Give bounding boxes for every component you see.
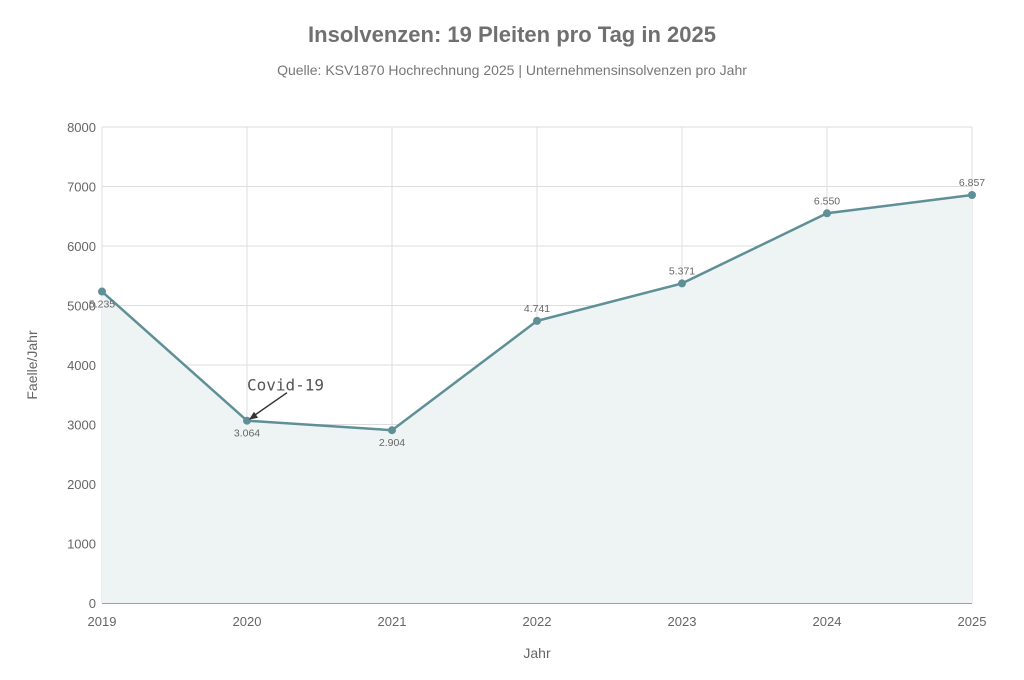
y-tick-label: 2000 [67,477,96,492]
annotation-text: Covid-19 [247,376,324,395]
y-tick-label: 0 [89,596,96,611]
data-point [678,279,686,288]
data-point [968,191,976,200]
y-tick-label: 6000 [67,239,96,254]
annotation-arrow [250,392,288,419]
data-point [388,426,396,435]
data-point [823,209,831,218]
data-point [243,416,251,425]
data-label: 4.741 [524,303,550,315]
y-tick-label: 5000 [67,299,96,314]
x-tick-label: 2022 [523,614,552,629]
x-axis-label: Jahr [523,645,551,661]
data-point [533,316,541,325]
y-axis-label: Faelle/Jahr [24,330,40,400]
data-label: 6.857 [959,177,985,189]
y-tick-label: 4000 [67,358,96,373]
data-label: 5.371 [669,265,695,277]
x-tick-label: 2023 [668,614,697,629]
data-label: 6.550 [814,195,840,207]
data-label: 2.904 [379,437,405,449]
data-point [98,287,106,296]
x-tick-label: 2024 [813,614,842,629]
x-tick-label: 2020 [233,614,262,629]
y-tick-label: 3000 [67,418,96,433]
data-label: 3.064 [234,428,260,440]
annotation-arrowhead [249,411,258,420]
area-fill [102,195,972,604]
data-label: 5.235 [89,299,115,311]
y-tick-label: 7000 [67,180,96,195]
x-tick-label: 2019 [88,614,117,629]
y-tick-label: 8000 [67,120,96,135]
x-tick-label: 2025 [958,614,987,629]
chart-title: Insolvenzen: 19 Pleiten pro Tag in 2025 [308,22,716,47]
x-tick-label: 2021 [378,614,407,629]
y-tick-label: 1000 [67,537,96,552]
chart-subtitle: Quelle: KSV1870 Hochrechnung 2025 | Unte… [277,62,747,78]
